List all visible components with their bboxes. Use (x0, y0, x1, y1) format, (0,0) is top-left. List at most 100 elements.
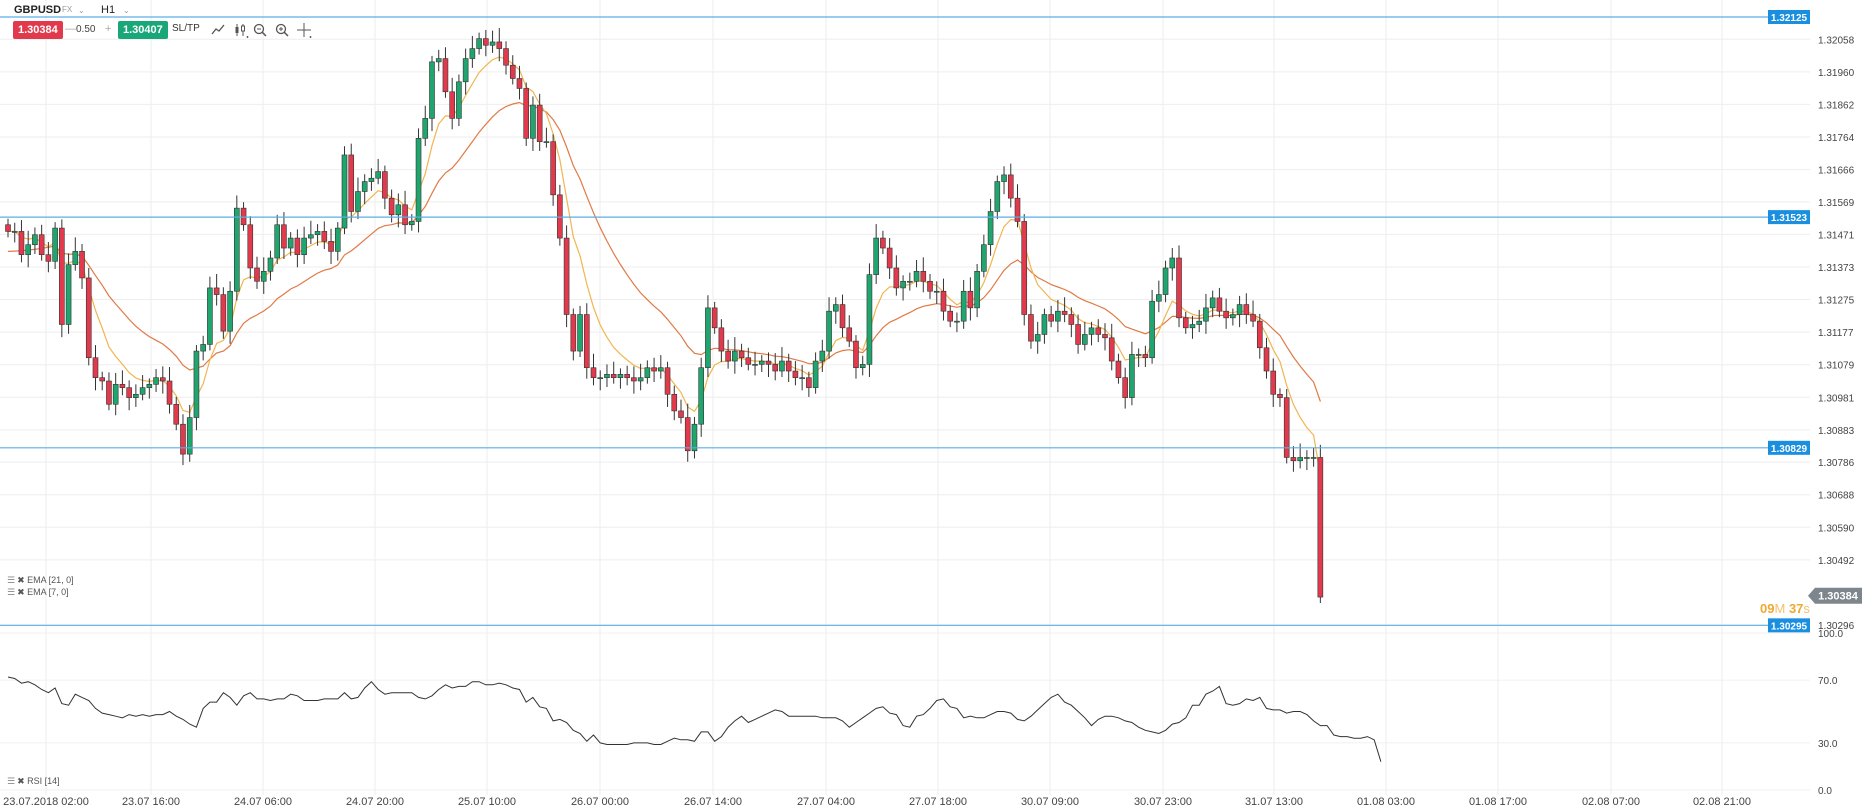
remove-icon[interactable]: ✖ (17, 776, 25, 786)
candle-down (254, 267, 260, 282)
candle-down (1068, 314, 1075, 325)
sell-button[interactable]: 1.30384 (13, 21, 63, 39)
candle-down (920, 271, 927, 282)
time-tick-label: 01.08 03:00 (1357, 796, 1415, 808)
candle-down (880, 237, 886, 249)
trend-line-icon[interactable] (210, 22, 226, 38)
remove-icon[interactable]: ✖ (17, 587, 25, 597)
time-tick-label: 25.07 10:00 (458, 796, 516, 808)
menu-icon[interactable]: ☰ (7, 575, 16, 585)
quantity-decrease-button[interactable]: — (65, 23, 76, 35)
candle-up (139, 387, 146, 395)
candle-up (637, 377, 644, 382)
timeframe-chevron-down-icon[interactable]: ⌄ (123, 6, 130, 15)
candle-up (469, 48, 476, 59)
legend-rsi[interactable]: ☰ ✖ RSI [14] (7, 776, 60, 787)
candle-down (159, 377, 166, 382)
candle-up (287, 237, 294, 249)
candle-up (395, 204, 402, 216)
candle-down (496, 41, 503, 49)
candle-down (388, 197, 395, 216)
quantity-field[interactable]: 0.50 (76, 24, 96, 35)
candle-down (940, 290, 947, 312)
zoom-in-icon[interactable] (274, 22, 290, 38)
candle-down (503, 48, 509, 66)
crosshair-icon[interactable] (296, 22, 312, 38)
candle-up (260, 271, 267, 282)
time-tick-label: 01.08 17:00 (1469, 796, 1527, 808)
candle-down (509, 64, 516, 79)
buy-button[interactable]: 1.30407 (118, 21, 168, 39)
menu-icon[interactable]: ☰ (7, 587, 16, 597)
ema-21-line (7, 101, 1321, 402)
candle-up (826, 310, 832, 352)
candle-down (583, 314, 590, 369)
candle-down (1075, 324, 1081, 345)
symbol-name[interactable]: GBPUSD (14, 4, 62, 16)
candle-down (99, 377, 106, 382)
candle-up (1041, 314, 1048, 335)
quantity-increase-button[interactable]: + (105, 23, 112, 35)
candle-up (832, 304, 839, 312)
candle-up (1203, 307, 1209, 322)
candle-up (1088, 327, 1095, 335)
legend-ema21[interactable]: ☰ ✖ EMA [21, 0] (7, 575, 74, 586)
zoom-out-icon[interactable] (252, 22, 268, 38)
time-tick-label: 31.07 13:00 (1245, 796, 1303, 808)
price-tick-label: 1.31079 (1818, 361, 1855, 372)
candle-down (947, 310, 954, 322)
sltp-button[interactable]: SL/TP (172, 23, 200, 34)
candle-up (530, 104, 536, 139)
candle-up (429, 61, 435, 119)
candle-down (247, 224, 254, 269)
candle-up (314, 231, 321, 236)
candle-up (207, 287, 213, 345)
timeframe-selector[interactable]: H1 (101, 4, 116, 16)
current-price-tag (1808, 587, 1862, 604)
candle-up (866, 274, 873, 365)
candle-down (483, 38, 489, 46)
candle-down (1283, 397, 1290, 458)
time-tick-label: 30.07 09:00 (1021, 796, 1079, 808)
price-tick-label: 1.32058 (1818, 35, 1855, 46)
time-tick-label: 24.07 06:00 (234, 796, 292, 808)
candle-down (85, 277, 92, 359)
candle-up (1156, 294, 1162, 302)
price-tick-label: 1.31764 (1818, 133, 1855, 144)
candle-up (72, 251, 79, 265)
candle-up (301, 237, 307, 255)
countdown-seconds: 37 (1788, 601, 1804, 616)
candle-down (18, 231, 25, 255)
price-tick-label: 1.31569 (1818, 198, 1855, 209)
candle-down (126, 387, 132, 398)
rsi-tick-label: 100.0 (1818, 629, 1843, 640)
time-tick-label: 27.07 04:00 (797, 796, 855, 808)
candle-up (1196, 320, 1203, 325)
candle-up (456, 81, 462, 119)
candle-down (1028, 314, 1034, 342)
price-tick-label: 1.31960 (1818, 68, 1855, 79)
candle-down (678, 410, 684, 418)
candle-down (1317, 457, 1324, 598)
candle-down (294, 237, 301, 255)
symbol-chevron-down-icon[interactable]: ⌄ (78, 6, 85, 15)
candle-down (5, 224, 11, 232)
menu-icon[interactable]: ☰ (7, 776, 16, 786)
legend-ema7[interactable]: ☰ ✖ EMA [7, 0] (7, 587, 69, 598)
remove-icon[interactable]: ✖ (17, 575, 25, 585)
candle-up (577, 314, 583, 352)
candle-down (1007, 174, 1014, 199)
candle-down (536, 104, 543, 142)
candle-down (38, 234, 45, 255)
candle-up (597, 377, 604, 379)
candle-up (133, 393, 139, 398)
candlestick-type-icon[interactable] (233, 22, 249, 38)
price-tick-label: 1.31666 (1818, 166, 1855, 177)
candle-down (853, 340, 859, 369)
candle-down (1216, 297, 1223, 312)
candle-down (348, 154, 355, 212)
candle-down (1182, 317, 1189, 329)
candle-down (725, 350, 731, 362)
candle-up (186, 417, 193, 455)
